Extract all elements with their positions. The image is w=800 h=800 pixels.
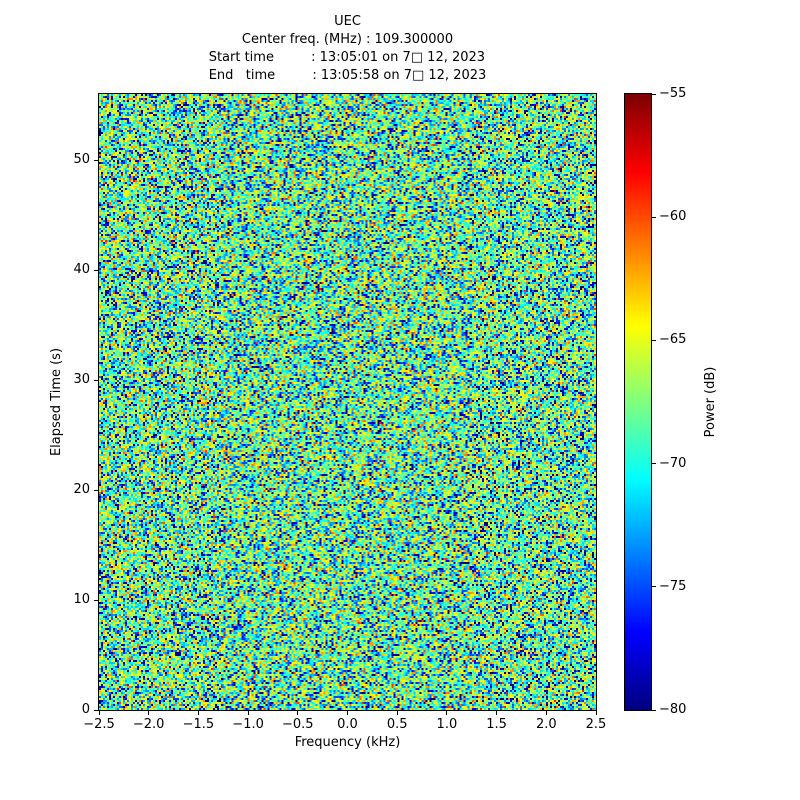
x-tick <box>496 711 498 715</box>
x-tick-label: 0.0 <box>337 717 358 732</box>
colorbar-tick <box>652 709 656 711</box>
colorbar-tick-label: −80 <box>659 702 687 717</box>
y-tick-label: 10 <box>73 592 90 607</box>
figure-header: UEC Center freq. (MHz) : 109.300000 Star… <box>99 13 596 85</box>
y-tick-label: 30 <box>73 372 90 387</box>
x-tick-label: 0.5 <box>386 717 408 732</box>
colorbar-tick <box>652 586 656 588</box>
colorbar-label: Power (dB) <box>703 366 718 438</box>
x-tick-label: 2.0 <box>535 717 557 732</box>
colorbar-tick <box>652 93 656 95</box>
colorbar-tick-label: −70 <box>659 455 687 471</box>
y-tick <box>94 599 98 601</box>
x-tick-label: 1.0 <box>436 717 458 732</box>
start-time-line: Start time : 13:05:01 on 7□ 12, 2023 <box>208 50 486 65</box>
center-freq-line: Center freq. (MHz) : 109.300000 <box>241 32 454 47</box>
x-tick-label: 2.5 <box>585 717 607 732</box>
y-tick <box>94 379 98 381</box>
y-axis-label: Elapsed Time (s) <box>49 347 64 457</box>
y-tick <box>94 159 98 161</box>
x-tick <box>545 711 547 715</box>
colorbar-tick-label: −55 <box>659 86 687 101</box>
x-tick-label: −0.5 <box>282 717 314 732</box>
colorbar-gradient <box>625 94 651 710</box>
y-tick <box>94 269 98 271</box>
end-time-line: End time : 13:05:58 on 7□ 12, 2023 <box>208 68 487 83</box>
colorbar-tick <box>652 216 656 218</box>
y-tick-label: 40 <box>73 262 90 277</box>
x-tick-label: −2.0 <box>132 717 165 732</box>
x-tick <box>98 711 100 715</box>
x-tick-label: −1.0 <box>232 717 264 732</box>
colorbar-tick <box>652 339 656 341</box>
spectrogram-heatmap <box>99 94 596 710</box>
x-tick <box>197 711 199 715</box>
x-tick-label: −2.5 <box>83 717 115 732</box>
colorbar-tick-label: −75 <box>659 578 687 594</box>
y-tick-label: 50 <box>73 152 90 167</box>
colorbar-tick-label: −65 <box>659 332 687 348</box>
x-tick <box>595 711 597 715</box>
x-tick <box>247 711 249 715</box>
colorbar-tick-label: −60 <box>659 209 687 225</box>
y-tick-label: 20 <box>73 482 90 497</box>
x-tick-label: 1.5 <box>486 717 507 732</box>
x-tick <box>148 711 150 715</box>
colorbar-tick <box>652 463 656 465</box>
x-tick <box>446 711 448 715</box>
x-tick <box>347 711 348 715</box>
time-range-block: Start time : 13:05:01 on 7□ 12, 2023 End … <box>209 49 487 85</box>
x-tick-label: −1.5 <box>182 717 215 732</box>
y-tick <box>94 709 98 711</box>
figure-title: UEC <box>334 14 361 29</box>
x-axis-label: Frequency (kHz) <box>294 735 401 750</box>
x-tick <box>297 711 299 715</box>
x-tick <box>396 711 398 715</box>
y-tick <box>94 489 98 491</box>
y-tick-label: 0 <box>81 702 90 717</box>
